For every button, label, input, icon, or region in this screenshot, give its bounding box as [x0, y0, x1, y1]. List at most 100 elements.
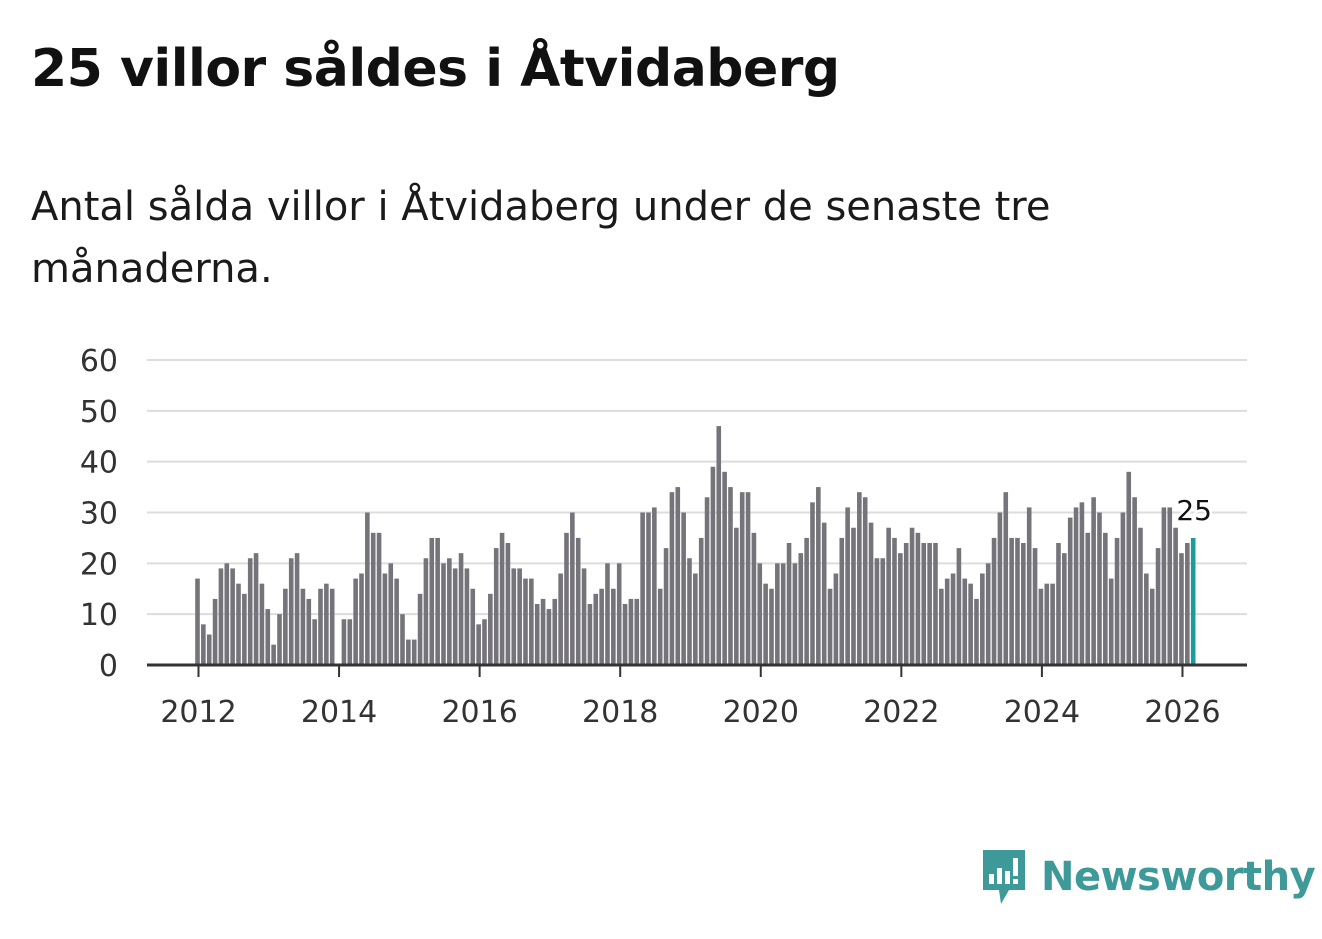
bar: [406, 639, 411, 665]
bar: [1114, 537, 1120, 665]
bar: [786, 543, 792, 665]
bar: [1026, 507, 1032, 665]
bar: [253, 553, 259, 665]
bar: [968, 583, 973, 665]
bar: [1056, 543, 1061, 665]
bar: [681, 512, 686, 665]
bar: [570, 512, 575, 665]
bar: [1185, 543, 1190, 665]
bar: [640, 512, 645, 665]
bar: [892, 537, 897, 665]
bar: [1161, 507, 1167, 665]
y-axis-labels: 0 10 20 30 40 50 60: [80, 344, 118, 684]
bar: [962, 578, 968, 665]
bar: [1120, 512, 1126, 665]
bar: [857, 492, 862, 665]
bar: [745, 492, 751, 665]
bar: [1167, 507, 1173, 665]
bar: [1079, 502, 1085, 665]
bar: [435, 537, 440, 665]
brand-name: Newsworthy: [1041, 854, 1316, 900]
bar: [318, 588, 323, 665]
bar: [698, 537, 704, 665]
bar: [886, 527, 891, 665]
bar: [997, 512, 1003, 665]
bar: [534, 604, 540, 665]
bar: [687, 558, 692, 665]
bar: [382, 573, 388, 665]
bar: [201, 624, 206, 665]
bar: [751, 532, 757, 665]
bar: [359, 573, 364, 665]
bar: [716, 426, 722, 665]
bar: [944, 578, 950, 665]
bar-latest: [1190, 537, 1196, 665]
bar: [599, 588, 604, 665]
bar: [236, 583, 241, 665]
bar: [1103, 532, 1108, 665]
bar: [581, 568, 587, 665]
bar: [1032, 548, 1038, 665]
bar: [1009, 537, 1014, 665]
bar: [839, 537, 845, 665]
bar: [693, 573, 698, 665]
bar: [792, 563, 798, 665]
bar: [974, 598, 979, 665]
bar: [950, 573, 956, 665]
bar: [206, 634, 212, 665]
bar: [575, 537, 581, 665]
bar: [704, 497, 710, 665]
bar: [546, 609, 552, 665]
bar: [376, 532, 382, 665]
bar: [769, 588, 774, 665]
bar: [1091, 497, 1096, 665]
bar: [868, 522, 874, 665]
bar: [921, 543, 927, 665]
bar: [821, 522, 827, 665]
bar: [816, 487, 821, 665]
bar: [980, 573, 985, 665]
bar: [277, 614, 282, 665]
x-tick-label: 2026: [1144, 695, 1220, 730]
bar: [1132, 497, 1137, 665]
bar: [482, 619, 487, 665]
bar: [411, 639, 417, 665]
bar: [933, 543, 938, 665]
bar: [728, 487, 733, 665]
bar: [833, 573, 839, 665]
bar: [212, 598, 218, 665]
bar: [564, 532, 569, 665]
bar: [540, 598, 546, 665]
bar: [780, 563, 786, 665]
newsworthy-logo: Newsworthy: [979, 846, 1316, 908]
bar: [417, 593, 423, 665]
x-tick-label: 2016: [441, 695, 517, 730]
bar: [511, 568, 517, 665]
bar: [341, 619, 347, 665]
bar: [1097, 512, 1102, 665]
bar: [1149, 588, 1155, 665]
bar: [388, 563, 394, 665]
bar: [722, 471, 727, 665]
annotations: 25: [1174, 491, 1215, 529]
bar: [898, 553, 903, 665]
y-tick-label: 60: [80, 344, 118, 379]
bar: [283, 588, 288, 665]
bar: [452, 568, 458, 665]
bar: [1050, 583, 1055, 665]
bar: [370, 532, 376, 665]
bar: [634, 598, 640, 665]
bar: [1144, 573, 1149, 665]
bar: [652, 507, 657, 665]
bar: [259, 583, 265, 665]
bar: [1067, 517, 1073, 665]
bar: [810, 502, 815, 665]
bar: [224, 563, 230, 665]
bar: [288, 558, 294, 665]
bar: [622, 604, 628, 665]
bar: [991, 537, 997, 665]
bar: [230, 568, 235, 665]
bar: [827, 588, 833, 665]
bar: [663, 548, 669, 665]
